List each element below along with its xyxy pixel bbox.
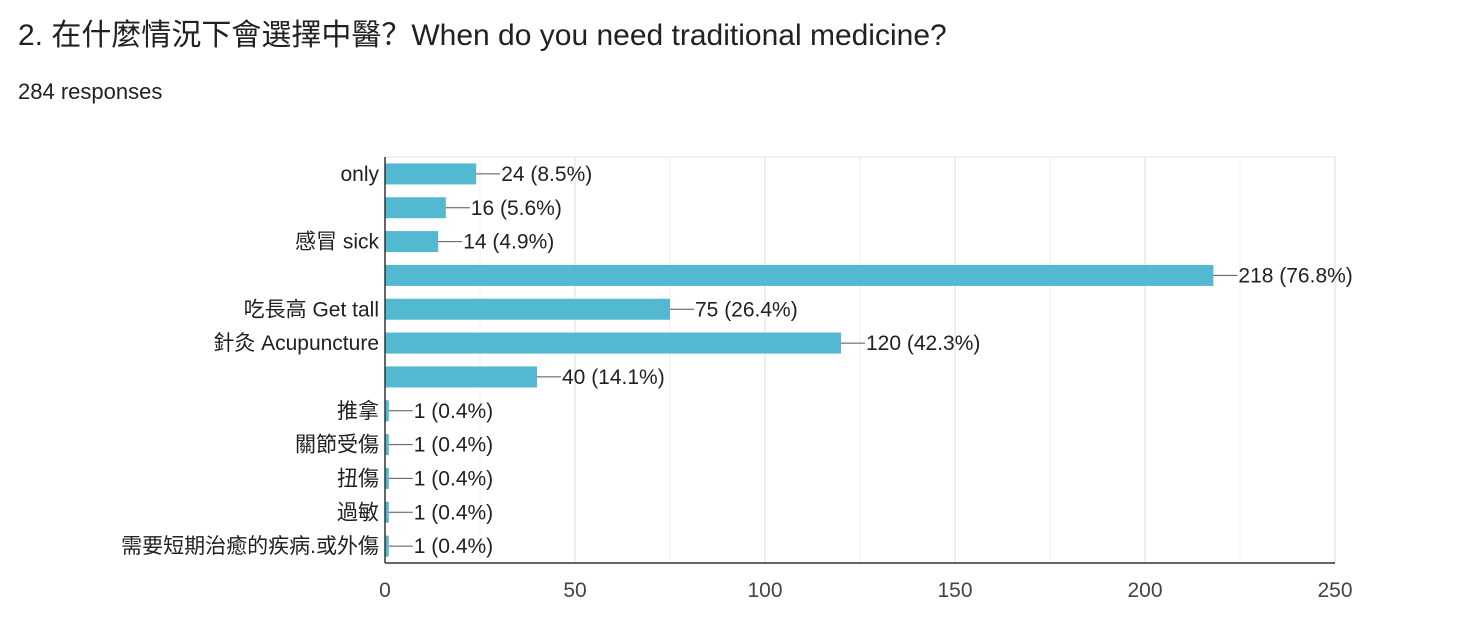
bars: 24 (8.5%) 16 (5.6%) 14 (4.9%) 218 (76.8%) 75… (385, 163, 1353, 558)
bar (385, 163, 477, 185)
category-label: 扭傷 (337, 467, 379, 490)
value-label: 75 (26.4%) (695, 298, 798, 321)
value-label: 14 (4.9%) (463, 231, 554, 254)
chart-title: 2. 在什麼情況下會選擇中醫？When do you need traditio… (18, 19, 947, 52)
value-label: 24 (8.5%) (501, 163, 592, 186)
bar (385, 264, 1214, 286)
category-label: 推拿 (337, 399, 379, 423)
value-label: 1 (0.4%) (414, 467, 493, 490)
category-label: 需要短期治癒的疾病.或外傷 (121, 535, 379, 558)
x-tick-label: 150 (937, 579, 972, 602)
response-count: 284 responses (18, 79, 163, 104)
value-label: 1 (0.4%) (414, 434, 493, 457)
value-label: 1 (0.4%) (414, 535, 493, 558)
bar (385, 298, 670, 320)
category-label: 過敏 (337, 501, 379, 524)
bar (385, 366, 537, 388)
bar (385, 535, 389, 557)
x-tick-label: 100 (747, 579, 782, 602)
bar (385, 332, 841, 354)
bar (385, 231, 439, 253)
category-label: 感冒 sick (295, 231, 379, 254)
category-labels: 完全西醫派 Western medicine only 感冒 sick 吃長高 Get… (100, 131, 379, 558)
bar (385, 197, 446, 219)
bar (385, 434, 389, 456)
category-label: 針灸 Acupuncture (213, 332, 379, 355)
value-label: 1 (0.4%) (414, 400, 493, 423)
value-label: 40 (14.1%) (562, 366, 665, 389)
bar (385, 400, 389, 422)
bar (385, 467, 389, 489)
value-label: 218 (76.8%) (1238, 264, 1352, 287)
x-tick-label: 250 (1317, 579, 1352, 602)
value-label: 16 (5.6%) (471, 197, 562, 220)
x-axis: 0 50 100 150 200 250 (379, 157, 1353, 602)
bar (385, 501, 389, 523)
gridlines (385, 156, 1336, 563)
value-label: 120 (42.3%) (866, 332, 980, 355)
x-tick-label: 0 (379, 579, 391, 602)
category-label: only (340, 163, 379, 186)
x-tick-label: 200 (1127, 579, 1162, 602)
category-label: 完全西醫派 Western medicine (100, 131, 379, 154)
category-label: 關節受傷 (295, 434, 379, 457)
x-tick-label: 50 (563, 579, 586, 602)
value-label: 1 (0.4%) (414, 501, 493, 524)
category-label: 吃長高 Get tall (244, 298, 379, 321)
